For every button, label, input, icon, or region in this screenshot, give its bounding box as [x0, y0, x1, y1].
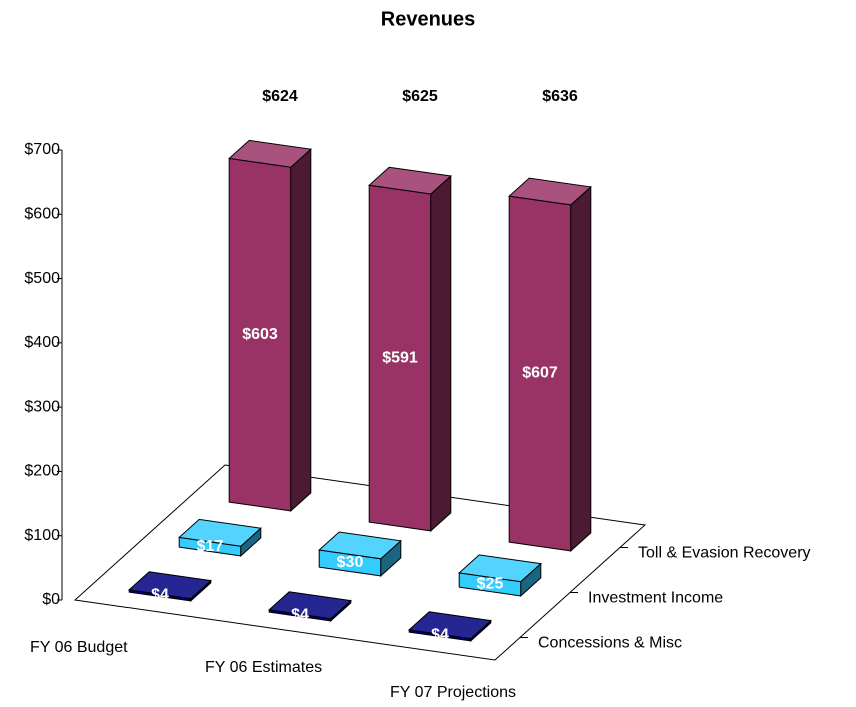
total-label: $636: [542, 88, 578, 105]
bar-side: [430, 174, 452, 533]
bar: [508, 177, 592, 553]
x-tick-label: FY 06 Estimates: [205, 659, 322, 676]
total-label: $624: [262, 88, 298, 105]
bar-top: [508, 177, 592, 206]
bar: [368, 166, 452, 533]
bar-top: [368, 166, 452, 195]
y-tick-label: $400: [24, 334, 60, 351]
y-tick-label: $100: [24, 527, 60, 544]
y-tick-label: $700: [24, 141, 60, 158]
y-tick-label: $0: [42, 591, 60, 608]
bar-top: [128, 571, 212, 600]
bar: [268, 591, 352, 623]
y-tick-label: $200: [24, 463, 60, 480]
y-tick-label: $600: [24, 206, 60, 223]
value-label: $25: [477, 576, 504, 593]
bar: [318, 531, 402, 578]
bar-top: [318, 531, 402, 560]
bar-side: [290, 148, 312, 513]
value-label: $30: [337, 554, 364, 571]
value-label: $17: [197, 538, 224, 555]
bar: [458, 554, 542, 598]
value-label: $603: [242, 326, 278, 343]
bar-side: [570, 185, 592, 553]
value-label: $4: [291, 607, 309, 624]
bar-top: [458, 554, 542, 583]
value-label: $607: [522, 365, 558, 382]
y-tick-label: $300: [24, 398, 60, 415]
value-label: $4: [151, 587, 169, 604]
value-label: $591: [382, 349, 418, 366]
bar: [178, 518, 262, 558]
total-label: $625: [402, 88, 438, 105]
bar: [128, 571, 212, 603]
bar-top: [408, 611, 492, 640]
legend-label: Investment Income: [588, 590, 723, 607]
bar-top: [178, 518, 262, 547]
x-tick-label: FY 06 Budget: [30, 639, 128, 656]
x-tick-label: FY 07 Projections: [390, 684, 516, 701]
value-label: $4: [431, 627, 449, 644]
y-tick-label: $500: [24, 270, 60, 287]
chart-title: Revenues: [381, 8, 476, 30]
bar-top: [268, 591, 352, 620]
legend-label: Concessions & Misc: [538, 635, 682, 652]
bar: [408, 611, 492, 643]
bar: [228, 139, 312, 513]
legend-label: Toll & Evasion Recovery: [638, 545, 811, 562]
bar-top: [228, 139, 312, 168]
